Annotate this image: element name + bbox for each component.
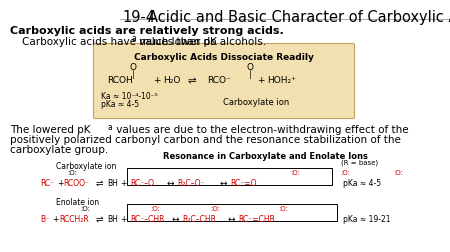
Text: ⇌: ⇌ bbox=[96, 178, 104, 187]
Text: pKa ≈ 4-5: pKa ≈ 4-5 bbox=[343, 178, 381, 187]
Text: +: + bbox=[120, 178, 126, 187]
Text: RC⁻=CHR: RC⁻=CHR bbox=[238, 214, 275, 223]
Text: +: + bbox=[153, 76, 161, 85]
Text: ↔: ↔ bbox=[172, 214, 180, 223]
Text: :O:: :O: bbox=[393, 169, 403, 175]
Text: pKa ≈ 19-21: pKa ≈ 19-21 bbox=[343, 214, 391, 223]
Text: O: O bbox=[247, 63, 253, 72]
Text: RC⁻–CHR: RC⁻–CHR bbox=[130, 214, 165, 223]
Text: B⁻: B⁻ bbox=[40, 214, 49, 223]
Text: Carboxylic acids are relatively strong acids.: Carboxylic acids are relatively strong a… bbox=[10, 26, 284, 36]
Text: +: + bbox=[257, 76, 265, 85]
Text: Carboxylic acids have much lower pK: Carboxylic acids have much lower pK bbox=[22, 37, 217, 47]
Text: ⇌: ⇌ bbox=[188, 76, 197, 86]
Text: Carboxylate ion: Carboxylate ion bbox=[223, 98, 289, 107]
Text: Carboxylate ion: Carboxylate ion bbox=[56, 161, 117, 170]
Text: ↔: ↔ bbox=[167, 178, 175, 187]
Text: :O:: :O: bbox=[80, 205, 90, 211]
Text: Carboxylic Acids Dissociate Readily: Carboxylic Acids Dissociate Readily bbox=[134, 53, 314, 62]
Text: RCOH: RCOH bbox=[107, 76, 133, 85]
Text: R₂C–CHR: R₂C–CHR bbox=[182, 214, 216, 223]
Text: values than do alcohols.: values than do alcohols. bbox=[136, 37, 266, 47]
Bar bbox=[127, 204, 337, 221]
Text: pKa ≈ 4-5: pKa ≈ 4-5 bbox=[101, 100, 139, 109]
Text: RC⁻: RC⁻ bbox=[40, 178, 54, 187]
Text: RCOO⁻: RCOO⁻ bbox=[63, 178, 89, 187]
Text: a: a bbox=[131, 34, 136, 43]
Text: :O:: :O: bbox=[290, 169, 300, 175]
Text: Resonance in Carboxylate and Enolate Ions: Resonance in Carboxylate and Enolate Ion… bbox=[162, 151, 368, 160]
Text: positively polarized carbonyl carbon and the resonance stabilization of the: positively polarized carbonyl carbon and… bbox=[10, 135, 401, 144]
Text: :O:: :O: bbox=[67, 169, 77, 175]
Text: RCO⁻: RCO⁻ bbox=[207, 76, 231, 85]
Text: The lowered pK: The lowered pK bbox=[10, 124, 90, 135]
Text: RC⁻=O: RC⁻=O bbox=[230, 178, 256, 187]
Text: |: | bbox=[249, 70, 251, 79]
Text: HOH₂⁺: HOH₂⁺ bbox=[267, 76, 296, 85]
Text: 19-4: 19-4 bbox=[122, 10, 155, 25]
Text: R₂C–O⁻: R₂C–O⁻ bbox=[177, 178, 204, 187]
Text: :O:: :O: bbox=[210, 205, 220, 211]
Text: carboxylate group.: carboxylate group. bbox=[10, 144, 108, 154]
Text: |: | bbox=[132, 70, 134, 79]
Text: a: a bbox=[108, 122, 113, 131]
Text: ↔: ↔ bbox=[220, 178, 228, 187]
Text: :O:: :O: bbox=[340, 169, 350, 175]
Text: Ka ≈ 10⁻⁴-10⁻⁵: Ka ≈ 10⁻⁴-10⁻⁵ bbox=[101, 92, 158, 101]
Text: O: O bbox=[130, 63, 136, 72]
Text: +: + bbox=[120, 214, 126, 223]
Text: Enolate ion: Enolate ion bbox=[56, 197, 99, 206]
Text: Acidic and Basic Character of Carboxylic Acids: Acidic and Basic Character of Carboxylic… bbox=[148, 10, 450, 25]
Text: ↔: ↔ bbox=[228, 214, 235, 223]
Text: RC⁻–O: RC⁻–O bbox=[130, 178, 154, 187]
Text: H₂O: H₂O bbox=[163, 76, 180, 85]
Text: BH: BH bbox=[107, 214, 118, 223]
Text: (R = base): (R = base) bbox=[342, 158, 378, 165]
Text: +: + bbox=[52, 214, 58, 223]
Text: +: + bbox=[57, 178, 63, 187]
Text: :O:: :O: bbox=[150, 205, 160, 211]
Text: BH: BH bbox=[107, 178, 118, 187]
Text: :O:: :O: bbox=[278, 205, 288, 211]
Bar bbox=[127, 168, 332, 185]
Text: ⇌: ⇌ bbox=[96, 214, 104, 223]
Text: values are due to the electron-withdrawing effect of the: values are due to the electron-withdrawi… bbox=[113, 124, 409, 135]
Text: RCCH₂R: RCCH₂R bbox=[59, 214, 89, 223]
FancyBboxPatch shape bbox=[94, 44, 355, 119]
